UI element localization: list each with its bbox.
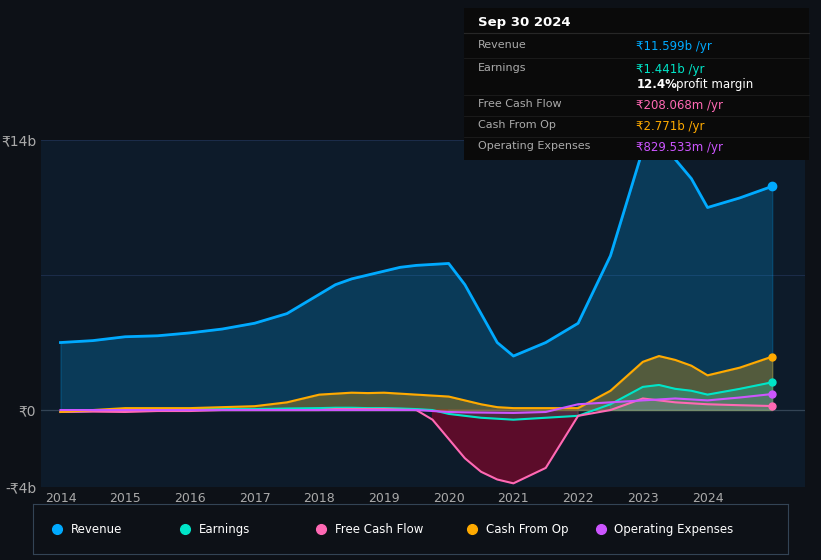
Text: 12.4%: 12.4% <box>636 78 677 91</box>
Text: Earnings: Earnings <box>478 63 526 73</box>
Text: ₹2.771b /yr: ₹2.771b /yr <box>636 120 704 133</box>
Text: ₹829.533m /yr: ₹829.533m /yr <box>636 142 723 155</box>
Text: Cash From Op: Cash From Op <box>478 120 556 130</box>
Text: ₹208.068m /yr: ₹208.068m /yr <box>636 99 723 112</box>
Text: Operating Expenses: Operating Expenses <box>478 142 590 151</box>
Text: Earnings: Earnings <box>199 522 250 536</box>
Text: Cash From Op: Cash From Op <box>486 522 568 536</box>
Text: Revenue: Revenue <box>478 40 526 50</box>
Text: Free Cash Flow: Free Cash Flow <box>335 522 424 536</box>
Text: ₹1.441b /yr: ₹1.441b /yr <box>636 63 704 76</box>
Text: profit margin: profit margin <box>676 78 753 91</box>
Text: Sep 30 2024: Sep 30 2024 <box>478 16 571 29</box>
Text: Operating Expenses: Operating Expenses <box>614 522 734 536</box>
Text: Free Cash Flow: Free Cash Flow <box>478 99 562 109</box>
Text: ₹11.599b /yr: ₹11.599b /yr <box>636 40 712 53</box>
Text: Revenue: Revenue <box>71 522 122 536</box>
